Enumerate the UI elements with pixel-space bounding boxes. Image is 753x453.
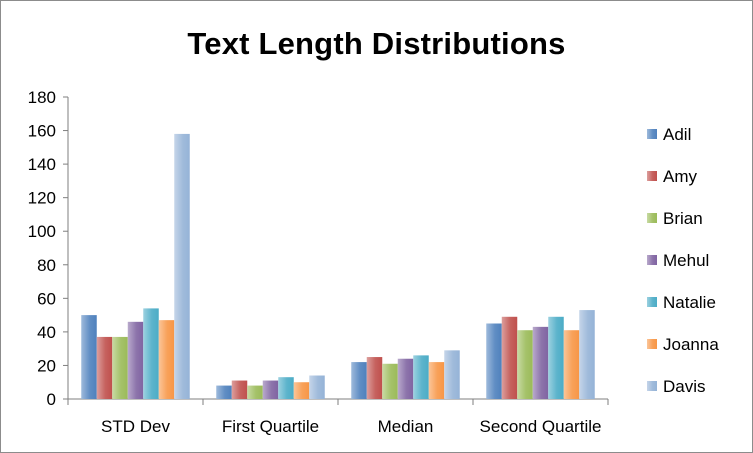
legend: Adil Amy Brian Mehul Natalie Joanna Davis <box>647 125 719 396</box>
bar-brian-1 <box>247 385 263 399</box>
bar-joanna-1 <box>293 382 310 399</box>
legend-label-amy: Amy <box>663 167 698 186</box>
bar-mehul-1 <box>262 380 279 399</box>
bar-amy-0 <box>96 336 113 399</box>
chart-title: Text Length Distributions <box>187 26 566 61</box>
legend-swatch-natalie <box>647 297 657 307</box>
bars <box>81 133 595 399</box>
legend-label-natalie: Natalie <box>663 293 716 312</box>
bar-amy-1 <box>231 380 248 399</box>
legend-swatch-amy <box>647 171 657 181</box>
y-tick-label: 20 <box>37 356 56 375</box>
legend-label-mehul: Mehul <box>663 251 709 270</box>
legend-swatch-mehul <box>647 255 657 265</box>
bar-davis-2 <box>444 350 460 399</box>
bar-joanna-3 <box>563 330 580 399</box>
legend-swatch-adil <box>647 129 657 139</box>
x-tick-label: Second Quartile <box>480 417 602 436</box>
bar-adil-2 <box>351 362 367 399</box>
legend-swatch-joanna <box>647 339 657 349</box>
bar-brian-3 <box>517 330 533 399</box>
y-tick-label: 180 <box>28 88 56 107</box>
bar-mehul-0 <box>127 321 144 399</box>
bar-davis-1 <box>309 375 325 399</box>
bar-mehul-2 <box>397 358 414 399</box>
bar-adil-1 <box>216 385 232 399</box>
axes: 0 20 40 60 80 100 120 140 160 180 STD Dev First Qua… <box>28 88 609 436</box>
bar-adil-0 <box>81 315 97 399</box>
bar-brian-2 <box>382 363 398 399</box>
bar-joanna-2 <box>428 362 445 399</box>
bar-natalie-1 <box>278 377 294 399</box>
bar-natalie-3 <box>548 316 564 399</box>
bar-davis-3 <box>579 310 595 399</box>
bar-mehul-3 <box>532 326 549 399</box>
y-tick-label: 0 <box>47 390 56 409</box>
x-tick-label: STD Dev <box>101 417 170 436</box>
legend-label-joanna: Joanna <box>663 335 719 354</box>
y-tick-label: 80 <box>37 256 56 275</box>
legend-label-adil: Adil <box>663 125 691 144</box>
y-tick-label: 120 <box>28 189 56 208</box>
legend-swatch-brian <box>647 213 657 223</box>
bar-brian-0 <box>112 336 128 399</box>
legend-swatch-davis <box>647 381 657 391</box>
bar-joanna-0 <box>158 320 175 399</box>
x-tick-label: Median <box>378 417 434 436</box>
y-tick-label: 60 <box>37 289 56 308</box>
y-tick-label: 40 <box>37 323 56 342</box>
bar-amy-3 <box>501 316 518 399</box>
legend-label-davis: Davis <box>663 377 706 396</box>
y-tick-label: 160 <box>28 122 56 141</box>
bar-natalie-0 <box>143 308 159 399</box>
y-tick-label: 140 <box>28 155 56 174</box>
bar-davis-0 <box>174 133 190 399</box>
bar-natalie-2 <box>413 355 429 399</box>
bar-amy-2 <box>366 357 383 399</box>
legend-label-brian: Brian <box>663 209 703 228</box>
y-tick-label: 100 <box>28 222 56 241</box>
bar-adil-3 <box>486 323 502 399</box>
x-tick-label: First Quartile <box>222 417 319 436</box>
